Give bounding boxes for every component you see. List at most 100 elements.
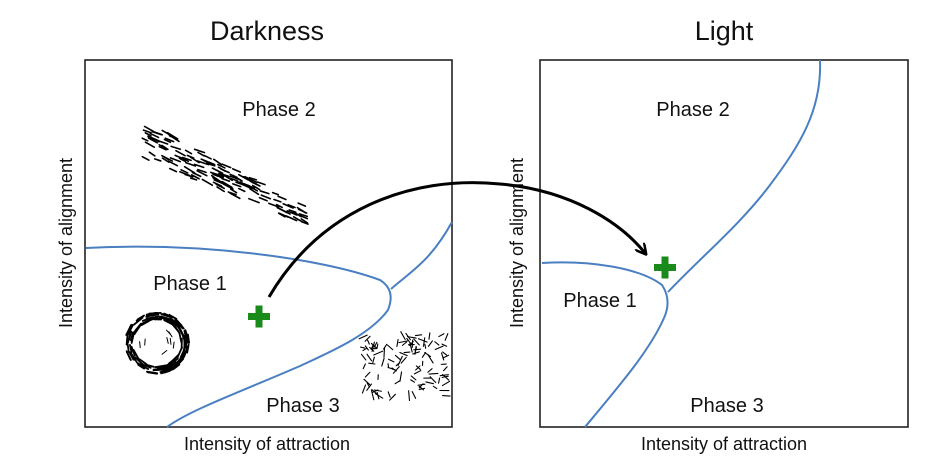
phase-2-3-boundary xyxy=(390,221,453,290)
swarm-agent xyxy=(147,137,158,144)
swarm-agent xyxy=(260,194,272,200)
swarm-agent xyxy=(156,364,168,369)
swarm-agent xyxy=(210,174,222,183)
swarm-agent xyxy=(158,143,166,149)
swarm-agent xyxy=(232,183,242,188)
swarm-agent xyxy=(227,191,237,196)
swarm-agent xyxy=(363,378,371,386)
swarm-agent xyxy=(126,341,130,353)
swarm-agent xyxy=(168,357,177,365)
swarm-agent xyxy=(151,130,162,136)
swarm-agent xyxy=(408,341,414,347)
swarm-agent xyxy=(179,170,191,177)
swarm-agent xyxy=(191,171,202,178)
swarm-agent xyxy=(163,319,174,326)
swarm-agent xyxy=(277,195,287,201)
phase-1-label: Phase 1 xyxy=(563,290,636,312)
swarm-agent xyxy=(398,340,408,344)
swarm-agent xyxy=(244,177,255,184)
swarm-agent xyxy=(129,344,133,354)
swarm-agent xyxy=(145,314,155,318)
swarm-agent xyxy=(175,319,185,330)
swarm-agent xyxy=(183,165,196,174)
phase-1-boundary xyxy=(85,245,392,428)
swarm-agent xyxy=(193,163,205,169)
swarm-agent xyxy=(273,198,282,203)
swarm-agent xyxy=(248,197,260,204)
swarm-agent xyxy=(138,358,148,366)
swarm-agent xyxy=(142,129,152,134)
swarm-agent xyxy=(425,381,435,385)
swarm-agent xyxy=(134,356,144,366)
swarm-agent xyxy=(358,334,368,340)
swarm-agent xyxy=(160,370,171,375)
swarm-agent xyxy=(139,320,148,327)
swarm-agent xyxy=(129,351,138,363)
swarm-agent xyxy=(408,390,411,402)
swarm-agent xyxy=(259,190,270,195)
swarm-agent xyxy=(201,178,214,187)
swarm-agent xyxy=(366,382,371,388)
swarm-agent xyxy=(186,343,190,354)
swarm-disordered-illustration xyxy=(358,331,451,402)
swarm-agent xyxy=(271,191,280,196)
swarm-agent xyxy=(176,346,183,359)
swarm-agent xyxy=(170,145,182,151)
swarm-agent xyxy=(144,141,156,148)
swarm-agent xyxy=(176,325,184,336)
swarm-agent xyxy=(417,383,426,386)
swarm-agent xyxy=(172,341,175,349)
swarm-agent xyxy=(442,351,448,356)
swarm-agent xyxy=(427,368,433,373)
swarm-agent xyxy=(189,177,198,181)
swarm-agent xyxy=(394,354,402,361)
swarm-agent xyxy=(141,137,149,142)
swarm-agent xyxy=(146,371,158,375)
swarm-agent xyxy=(170,318,181,328)
swarm-agent xyxy=(282,202,294,209)
swarm-agent xyxy=(129,331,134,342)
swarm-agent xyxy=(396,338,399,348)
swarm-agent xyxy=(180,168,189,174)
swarm-agent xyxy=(190,174,200,180)
swarm-agent xyxy=(172,363,181,371)
swarm-agent xyxy=(372,356,375,364)
swarm-agent xyxy=(178,332,183,344)
swarm-agent xyxy=(297,202,307,207)
swarm-agent xyxy=(212,158,223,166)
swarm-agent xyxy=(141,155,150,161)
y-axis-label: Intensity of alignment xyxy=(507,158,527,328)
swarm-agent xyxy=(287,203,296,209)
plus-marker-icon xyxy=(248,305,270,328)
swarm-agent xyxy=(427,340,433,347)
swarm-agent xyxy=(196,170,208,177)
panel-darkness: Darkness Intensity of attraction Intensi… xyxy=(56,16,453,454)
swarm-agent xyxy=(367,339,370,345)
swarm-agent xyxy=(161,154,174,162)
swarm-agent xyxy=(165,329,172,335)
swarm-agent xyxy=(399,351,408,357)
swarm-agent xyxy=(361,384,367,394)
swarm-agent xyxy=(413,370,422,375)
swarm-agent xyxy=(217,166,226,172)
swarm-agent xyxy=(414,346,417,354)
swarm-agent xyxy=(211,167,224,175)
swarm-agent xyxy=(238,187,246,193)
phase-2-label: Phase 2 xyxy=(242,99,315,121)
swarm-agent xyxy=(132,348,140,360)
swarm-agent xyxy=(256,181,266,186)
swarm-agent xyxy=(184,149,193,155)
swarm-agent xyxy=(368,362,376,365)
swarm-agent xyxy=(424,343,427,349)
swarm-agent xyxy=(387,391,391,398)
swarm-agent xyxy=(126,351,132,361)
swarm-agent xyxy=(300,218,309,224)
swarm-agent xyxy=(174,154,182,159)
swarm-agent xyxy=(169,157,182,163)
plus-marker-icon xyxy=(654,256,676,279)
swarm-agent xyxy=(362,347,367,352)
phase-1-boundary xyxy=(541,261,669,428)
swarm-agent xyxy=(415,365,421,371)
swarm-agent xyxy=(376,343,379,349)
